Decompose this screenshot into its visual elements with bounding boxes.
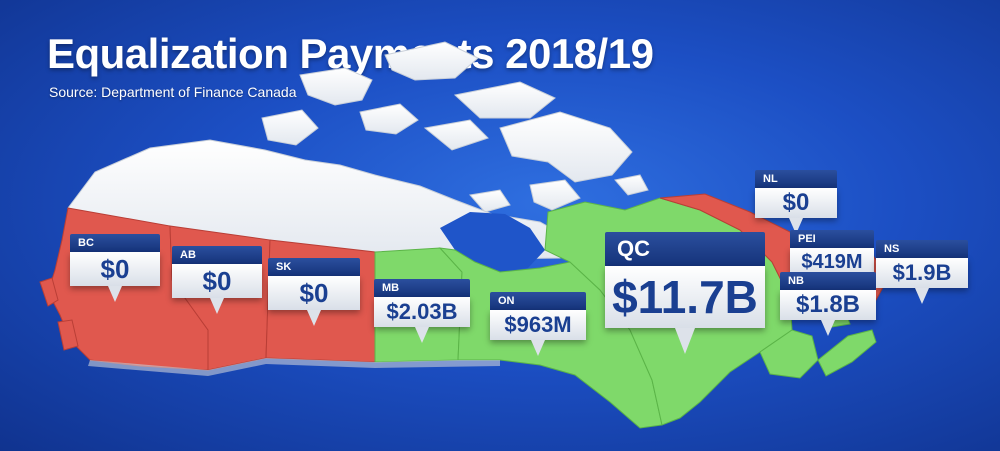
callout-ns-pin — [915, 288, 929, 304]
callout-pei-code: PEI — [790, 230, 874, 248]
source-caption: Source: Department of Finance Canada — [49, 84, 297, 100]
callout-pei-amount: $419M — [790, 248, 874, 276]
map-edge — [88, 358, 500, 376]
callout-nl: NL $0 — [755, 170, 837, 234]
callout-bc: BC $0 — [70, 234, 160, 302]
callout-qc-amount: $11.7B — [605, 266, 765, 328]
callout-nb: NB $1.8B — [780, 272, 876, 336]
callout-nb-amount: $1.8B — [780, 290, 876, 320]
callout-nb-pin — [821, 320, 835, 336]
callout-mb-code: MB — [374, 279, 470, 297]
island-haida — [57, 319, 79, 351]
callout-pei: PEI $419M — [790, 230, 874, 292]
callout-ab: AB $0 — [172, 246, 262, 314]
callout-nl-code: NL — [755, 170, 837, 188]
callout-ab-pin — [210, 298, 224, 314]
callout-mb-pin — [415, 327, 429, 343]
callout-ns: NS $1.9B — [876, 240, 968, 304]
callout-sk-pin — [307, 310, 321, 326]
callout-sk-code: SK — [268, 258, 360, 276]
callout-mb-amount: $2.03B — [374, 297, 470, 327]
island-vancouver — [39, 277, 59, 307]
callout-ns-amount: $1.9B — [876, 258, 968, 288]
callout-on: ON $963M — [490, 292, 586, 356]
hudson-bay — [440, 212, 545, 272]
callout-nb-code: NB — [780, 272, 876, 290]
callout-ns-code: NS — [876, 240, 968, 258]
callout-bc-amount: $0 — [70, 252, 160, 286]
callout-bc-pin — [108, 286, 122, 302]
callout-qc-code: QC — [605, 232, 765, 266]
callout-on-amount: $963M — [490, 310, 586, 340]
callout-ab-amount: $0 — [172, 264, 262, 298]
callout-sk-amount: $0 — [268, 276, 360, 310]
callout-sk: SK $0 — [268, 258, 360, 326]
callout-bc-code: BC — [70, 234, 160, 252]
callout-nl-amount: $0 — [755, 188, 837, 218]
callout-qc: QC $11.7B — [605, 232, 765, 354]
callout-ab-code: AB — [172, 246, 262, 264]
callout-qc-pin — [675, 328, 695, 354]
callout-mb: MB $2.03B — [374, 279, 470, 343]
page-title: Equalization Payments 2018/19 — [47, 30, 654, 77]
province-ns — [817, 329, 877, 377]
callout-on-code: ON — [490, 292, 586, 310]
callout-on-pin — [531, 340, 545, 356]
arctic-islands — [261, 41, 649, 213]
